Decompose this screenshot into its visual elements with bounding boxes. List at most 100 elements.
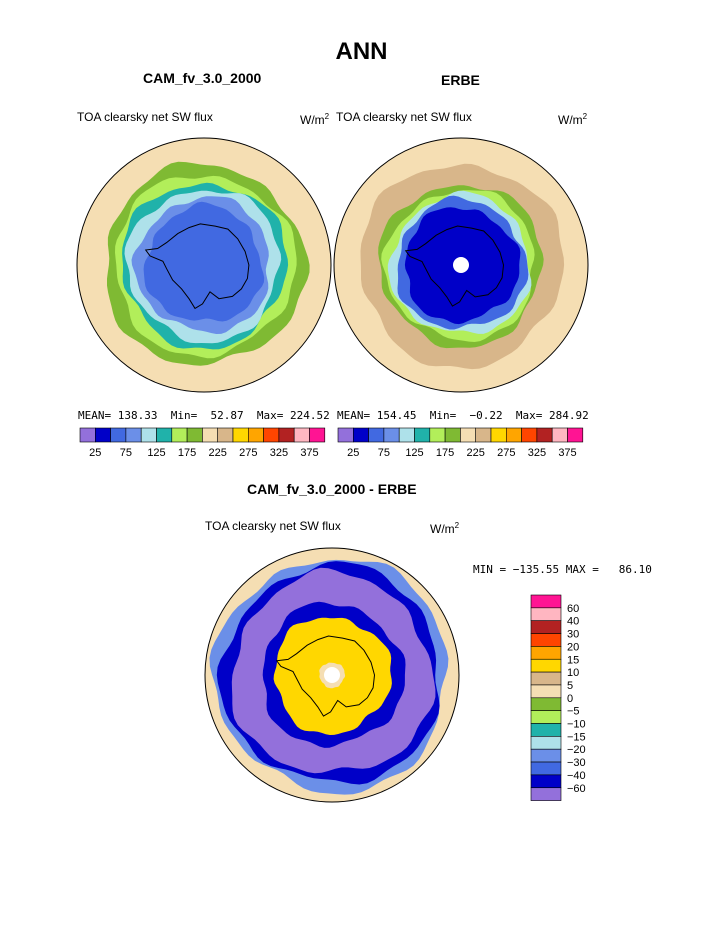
colorbar-3-tick-label: 5 <box>567 680 573 692</box>
colorbar-3-tick-label: −40 <box>567 770 586 782</box>
colorbar-3-swatch <box>530 594 562 609</box>
colorbar-1-swatch <box>248 427 264 443</box>
pole-missing-data <box>453 257 469 273</box>
colorbar-3-swatch <box>530 697 562 711</box>
colorbar-2-tick-label: 75 <box>378 447 390 459</box>
colorbar-2-tick-label: 375 <box>558 447 576 459</box>
colorbar-2-swatch <box>429 427 446 443</box>
colorbar-3-tick-label: −30 <box>567 757 586 769</box>
panel-1-map <box>77 138 331 392</box>
colorbar-2-tick-label: 275 <box>497 447 515 459</box>
colorbar-1-tick-label: 75 <box>120 447 132 459</box>
colorbar-3-swatch <box>530 787 562 801</box>
colorbar-3-tick-label: 0 <box>567 693 573 705</box>
main-title: ANN <box>335 38 388 65</box>
colorbar-3-swatch <box>530 607 562 621</box>
colorbar-2-swatch <box>475 427 492 443</box>
panel-2-stats: MEAN= 154.45 Min= −0.22 Max= 284.92 <box>337 409 589 422</box>
colorbar-1-tick-label: 225 <box>209 447 227 459</box>
colorbar-1-swatch <box>156 427 173 443</box>
colorbar-2-tick-label: 325 <box>528 447 546 459</box>
colorbar-3-tick-label: 10 <box>567 667 579 679</box>
colorbar-3-swatch <box>530 646 562 660</box>
colorbar-2-swatch <box>490 427 507 443</box>
colorbar-3-swatch <box>530 671 562 686</box>
colorbar-3-tick-label: −60 <box>567 783 586 795</box>
panel-3-map <box>205 548 459 802</box>
map-boundary <box>204 547 460 803</box>
colorbar-1-tick-label: 125 <box>147 447 165 459</box>
colorbar-3-swatch <box>530 736 562 750</box>
colorbar-1-tick-label: 275 <box>239 447 257 459</box>
colorbar-1-swatch <box>186 427 203 443</box>
panel-1-title: CAM_fv_3.0_2000 <box>143 70 262 86</box>
colorbar-2-swatch <box>444 427 461 443</box>
coastline-outline <box>404 225 505 307</box>
coastline-outline <box>144 223 250 310</box>
colorbar-2-tick-label: 225 <box>467 447 485 459</box>
panel-3-stats: MIN = −135.55 MAX = 86.10 <box>473 563 652 576</box>
panel-2-title: ERBE <box>441 72 480 88</box>
colorbar-2-swatch <box>521 427 538 443</box>
colorbar-3-swatch <box>530 723 562 737</box>
map-boundary <box>76 137 332 393</box>
colorbar-2-swatch <box>414 427 431 443</box>
panel-2-map <box>334 138 588 392</box>
colorbar-3-tick-label: 15 <box>567 654 579 666</box>
colorbar-3-tick-label: −15 <box>567 731 586 743</box>
colorbar-1-swatch <box>95 427 111 443</box>
panel-1-stats: MEAN= 138.33 Min= 52.87 Max= 224.52 <box>78 409 330 422</box>
colorbar-2-swatch <box>337 427 354 443</box>
colorbar-2-swatch <box>505 427 522 443</box>
colorbar-1-tick-label: 25 <box>89 447 101 459</box>
panel-1-left-label: TOA clearsky net SW flux <box>77 110 213 124</box>
colorbar-1-swatch <box>278 427 295 443</box>
colorbar-3-tick-label: −10 <box>567 719 586 731</box>
colorbar-3-tick-label: 30 <box>567 629 579 641</box>
colorbar-1-swatch <box>232 427 249 443</box>
colorbar-1-swatch <box>202 427 218 443</box>
colorbar-3-swatch <box>530 710 562 724</box>
contour-fill-50 <box>143 201 265 322</box>
colorbar-2-swatch <box>352 427 369 443</box>
colorbar-2-tick-label: 125 <box>405 447 423 459</box>
colorbar-2-swatch <box>368 427 385 443</box>
colorbar-2-swatch <box>460 427 476 443</box>
colorbar-2-swatch <box>383 427 400 443</box>
colorbar-3-swatch <box>530 774 562 789</box>
panel-2-left-label: TOA clearsky net SW flux <box>336 110 472 124</box>
colorbar-2-swatch <box>536 427 553 443</box>
colorbar-1-swatch <box>125 427 142 443</box>
colorbar-1-swatch <box>171 427 188 443</box>
colorbar-2-swatch <box>551 427 568 443</box>
colorbar-3-tick-label: −5 <box>567 706 580 718</box>
colorbar-2-swatch <box>398 427 415 443</box>
colorbar-2-swatch <box>567 427 584 443</box>
panel-3-left-label: TOA clearsky net SW flux <box>205 519 341 533</box>
colorbar-1-swatch <box>293 427 310 443</box>
colorbar-1-swatch <box>79 427 96 443</box>
colorbar-3-swatch <box>530 761 562 776</box>
colorbar-1-swatch <box>140 427 157 443</box>
coastline-outline <box>275 635 376 717</box>
colorbar-3-swatch <box>530 748 562 763</box>
colorbar-2-tick-label: 175 <box>436 447 454 459</box>
colorbar-3-tick-label: 20 <box>567 641 579 653</box>
map-boundary <box>333 137 589 393</box>
panel-2-unit: W/m2 <box>558 112 588 127</box>
colorbar-3-swatch <box>530 658 562 673</box>
colorbar-3-tick-label: 40 <box>567 616 579 628</box>
colorbar-3-swatch <box>530 633 562 647</box>
colorbar-1-swatch <box>217 427 234 443</box>
colorbar-1-tick-label: 375 <box>300 447 318 459</box>
colorbar-2-tick-label: 25 <box>347 447 359 459</box>
panel-3-title: CAM_fv_3.0_2000 - ERBE <box>247 481 417 497</box>
panel-3-unit: W/m2 <box>430 521 460 536</box>
colorbar-3-tick-label: −20 <box>567 744 586 756</box>
colorbar-1-swatch <box>110 427 127 443</box>
colorbar-3-swatch <box>530 620 562 634</box>
colorbar-3-swatch <box>530 684 562 699</box>
colorbar-1-swatch <box>309 427 326 443</box>
